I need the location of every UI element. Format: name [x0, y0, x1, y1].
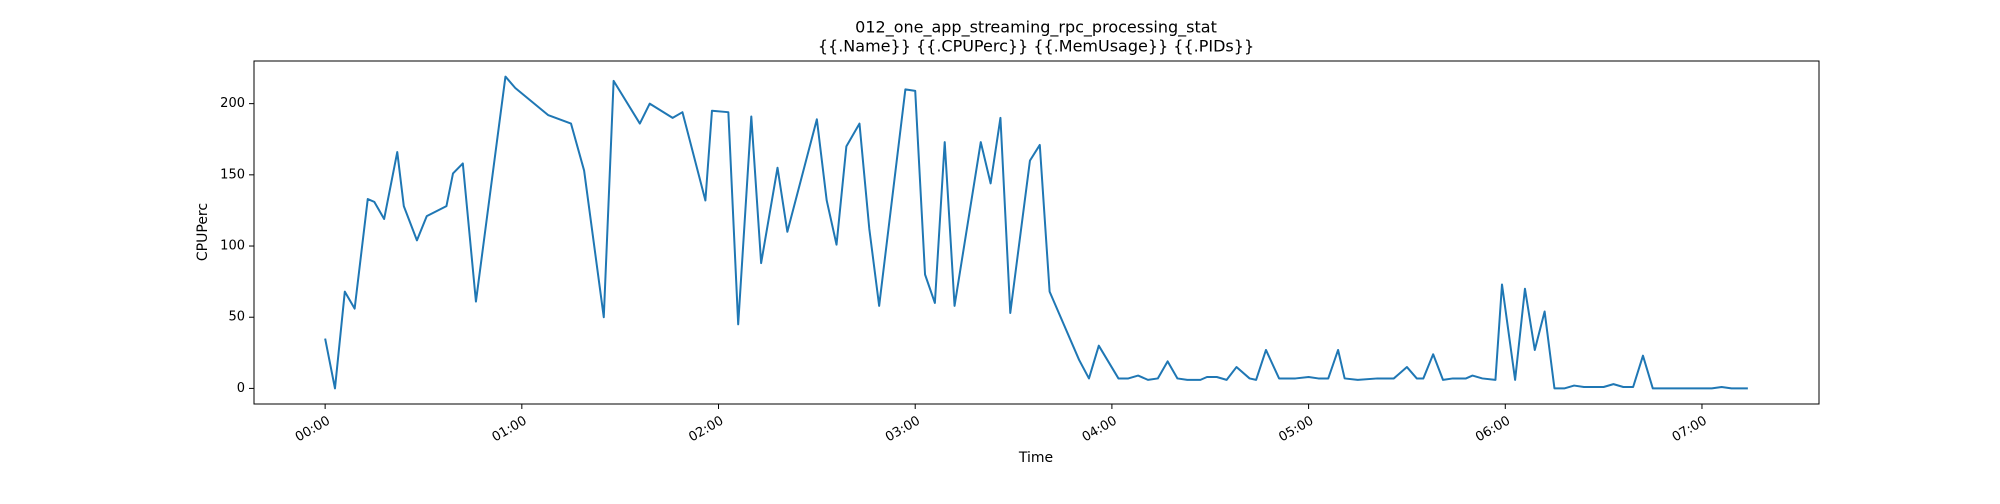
- y-tick-label: 100: [220, 239, 245, 254]
- x-tick-label: 00:00: [293, 414, 333, 446]
- x-tick-label: 01:00: [490, 414, 530, 446]
- x-tick-label: 03:00: [883, 414, 923, 446]
- x-tick-label: 02:00: [686, 414, 726, 446]
- x-axis-label: Time: [1018, 450, 1053, 466]
- chart-subtitle: {{.Name}} {{.CPUPerc}} {{.MemUsage}} {{.…: [818, 37, 1254, 56]
- x-tick-label: 07:00: [1670, 414, 1710, 446]
- x-tick-label: 04:00: [1080, 414, 1120, 446]
- y-tick-label: 150: [220, 167, 245, 182]
- y-tick-label: 50: [228, 310, 245, 325]
- plot-frame: [253, 60, 1820, 405]
- x-tick-label: 05:00: [1276, 414, 1316, 446]
- data-line: [324, 75, 1748, 390]
- x-tick-label: 06:00: [1473, 414, 1513, 446]
- chart-title: 012_one_app_streaming_rpc_processing_sta…: [855, 18, 1217, 38]
- y-tick-label: 0: [237, 381, 245, 396]
- y-axis-label: CPUPerc: [195, 203, 211, 261]
- y-tick-label: 200: [220, 96, 245, 111]
